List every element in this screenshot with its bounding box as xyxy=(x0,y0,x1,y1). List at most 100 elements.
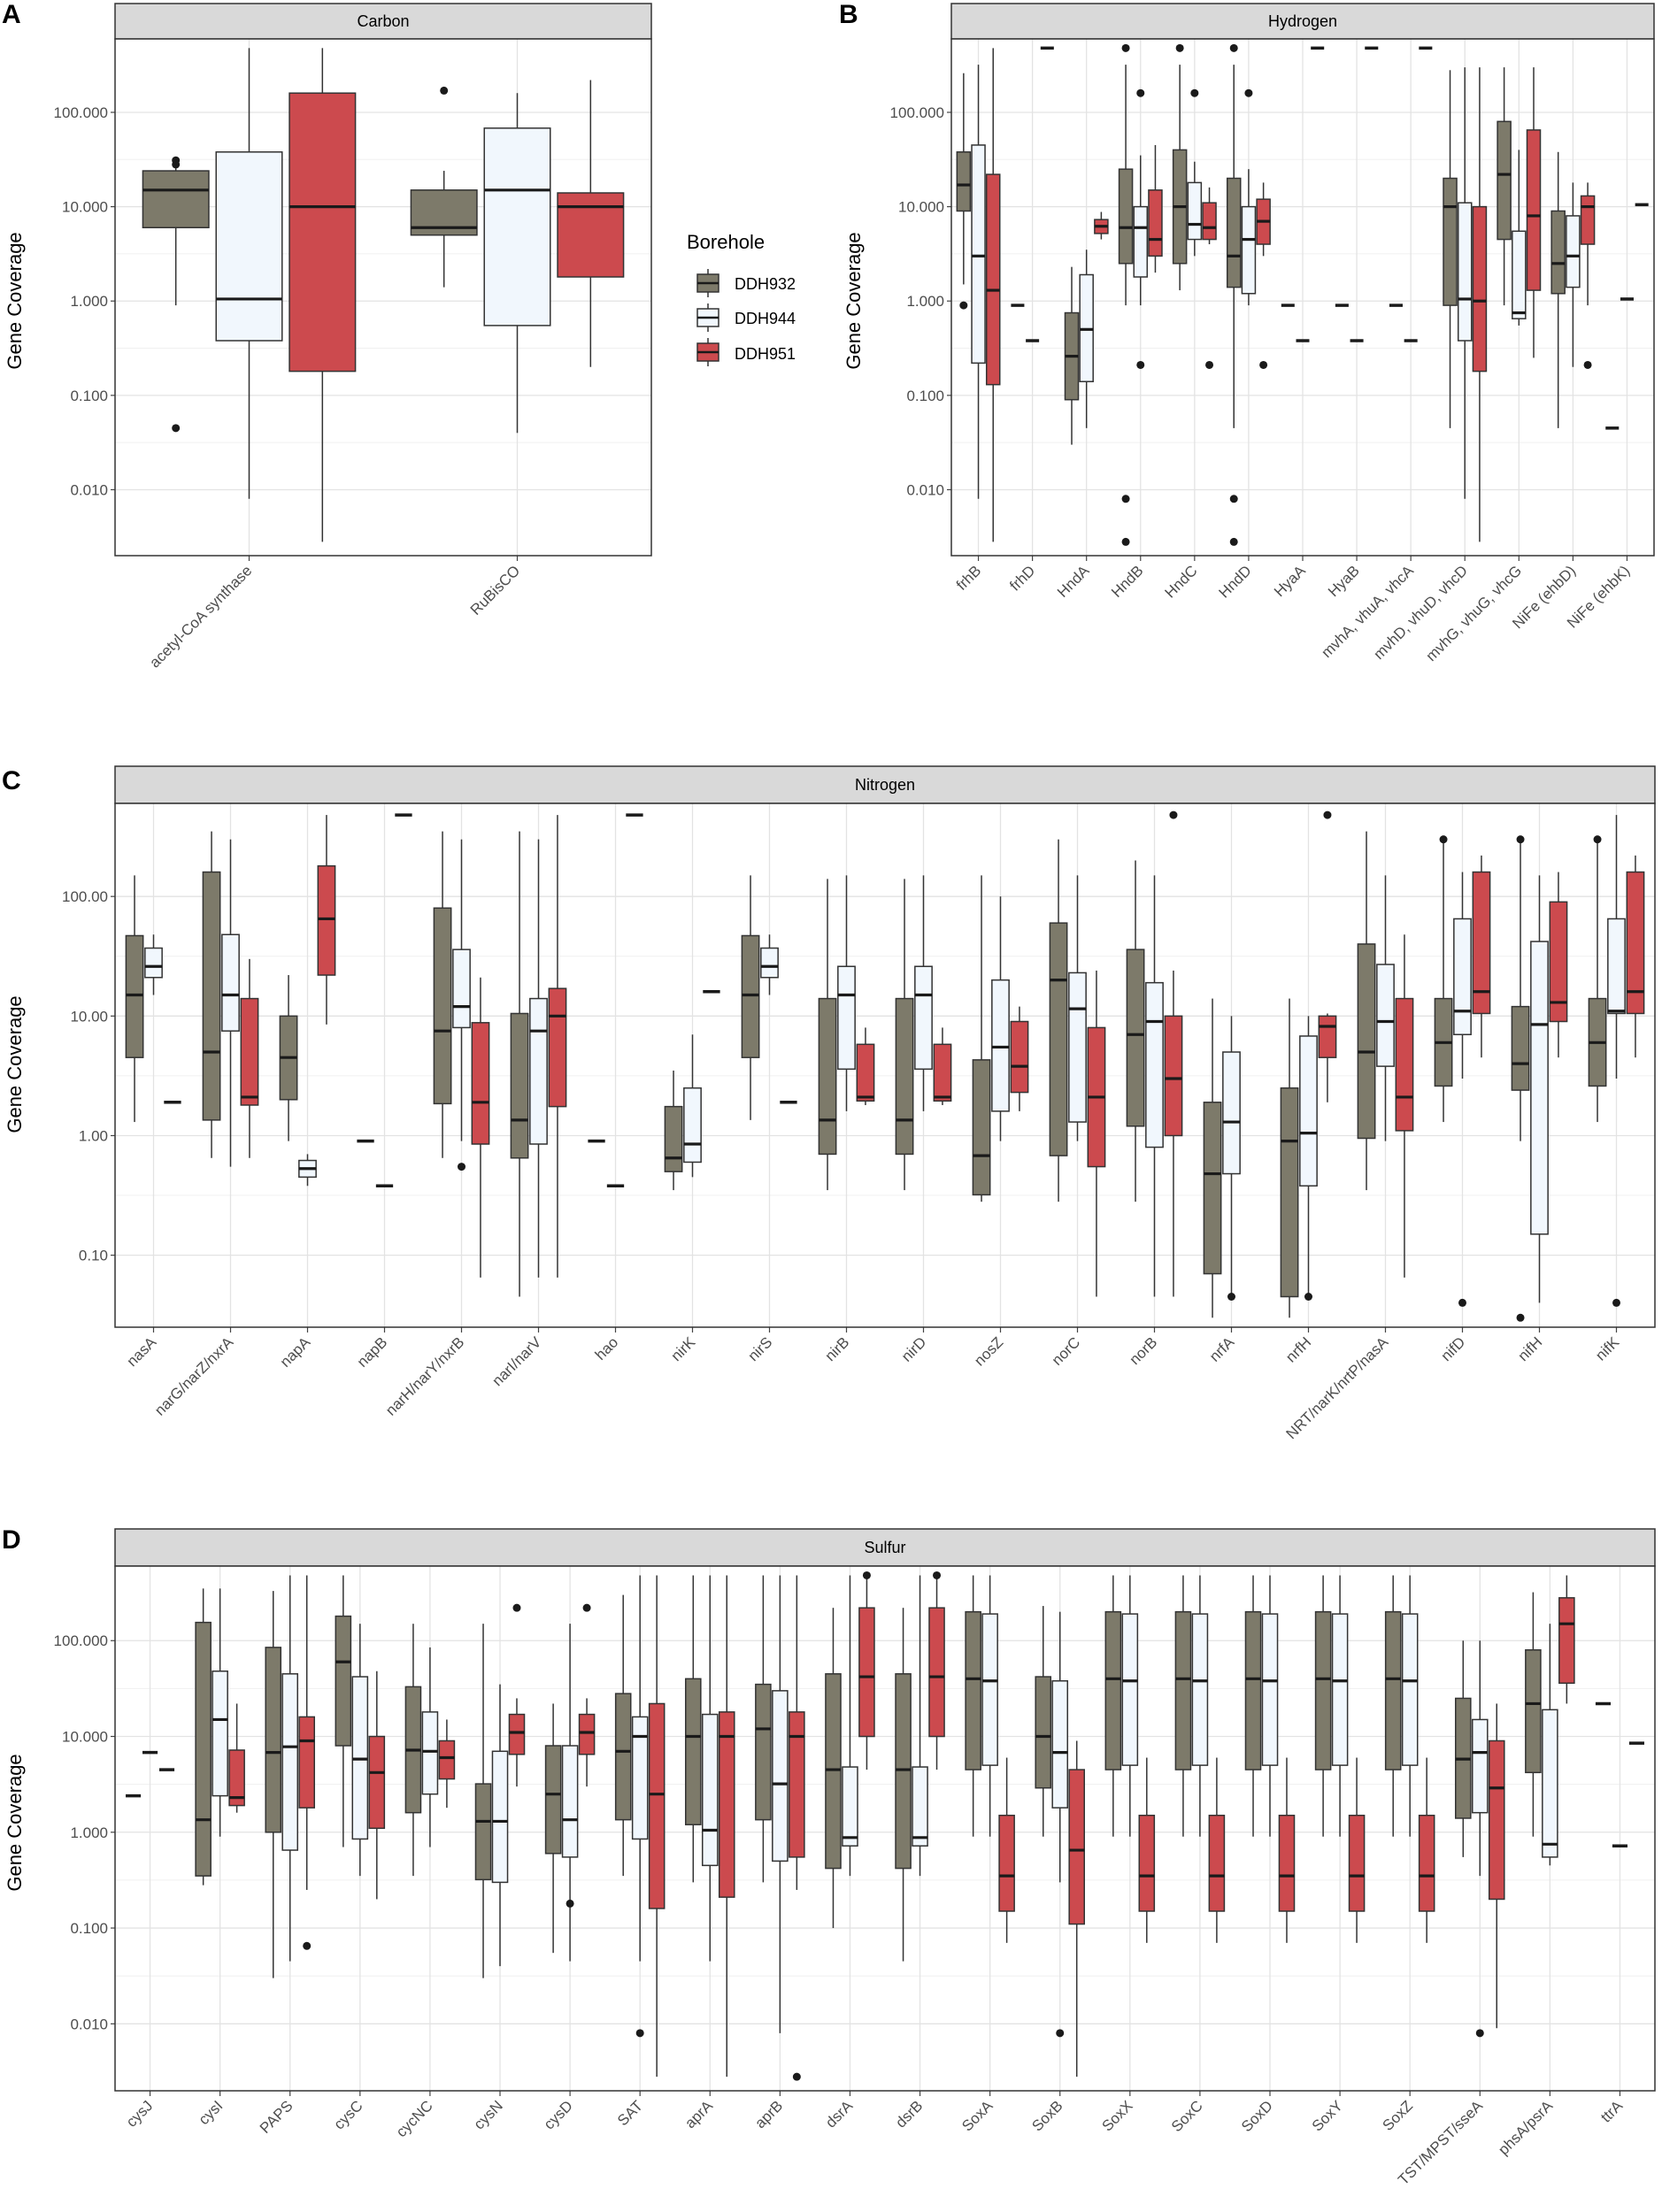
box-ddh932 xyxy=(335,1575,352,1847)
iqr-box xyxy=(1471,1718,1489,1814)
iqr-box xyxy=(741,934,760,1058)
iqr-box xyxy=(215,151,283,342)
box-ddh932 xyxy=(142,156,210,433)
box-ddh951 xyxy=(1549,872,1568,1058)
iqr-box xyxy=(529,997,548,1145)
panel-title-hydrogen: Hydrogen xyxy=(1268,12,1337,30)
y-tick-label: 100.00 xyxy=(62,888,108,905)
box-ddh944 xyxy=(1145,875,1164,1297)
iqr-box xyxy=(491,1750,509,1884)
outlier-point xyxy=(1593,835,1602,844)
box-ddh932 xyxy=(1443,70,1458,428)
category-nifk xyxy=(1588,815,1645,1307)
box-ddh944 xyxy=(221,839,240,1167)
plot-area-sulfur: 0.010 0.100 1.000 10.000 100.000 cysJ cysI PAPS… xyxy=(54,1565,1656,2188)
box-ddh932 xyxy=(1434,835,1453,1123)
y-axis-label-hydrogen: Gene Coverage xyxy=(843,232,865,369)
iqr-box xyxy=(1145,981,1164,1148)
x-tick-label-norc: norC xyxy=(1049,1333,1083,1368)
iqr-box xyxy=(928,1607,945,1738)
box-ddh951 xyxy=(1418,1757,1435,1943)
category-soxd xyxy=(1244,1575,1296,1943)
category-frhd xyxy=(1011,46,1054,342)
box-ddh932 xyxy=(279,975,298,1141)
iqr-box xyxy=(998,1814,1015,1912)
box-ddh951 xyxy=(1148,144,1163,273)
x-tick-label-dsrb: dsrB xyxy=(892,2097,926,2131)
category-mvhd-vhud-vhcd xyxy=(1443,67,1488,542)
iqr-box xyxy=(281,1673,299,1851)
box-ddh951 xyxy=(1208,1757,1226,1943)
category-hao xyxy=(588,813,643,1188)
x-tick-label-soxz: SoxZ xyxy=(1380,2097,1416,2133)
iqr-box xyxy=(561,1745,579,1858)
iqr-box xyxy=(1457,202,1473,342)
category-cysc xyxy=(335,1575,386,1900)
y-tick-label: 0.100 xyxy=(70,1920,108,1937)
iqr-box xyxy=(1280,1087,1299,1298)
x-tick-label-norb: norB xyxy=(1126,1333,1160,1368)
outlier-point xyxy=(1516,1313,1525,1322)
outlier-point xyxy=(1121,495,1130,503)
category-hyaa xyxy=(1281,46,1325,342)
panel-hydrogen: B Hydrogen Gene Coverage 0.010 0.100 1.000… xyxy=(839,0,1655,664)
iqr-box xyxy=(1542,1709,1558,1858)
y-tick-label: 1.000 xyxy=(70,293,108,310)
category-dsra xyxy=(825,1571,875,1929)
legend-entry-ddh951: DDH951 xyxy=(692,336,796,368)
panel-title-carbon: Carbon xyxy=(357,12,409,30)
x-tick-label-nirk: nirK xyxy=(668,1333,699,1364)
panel-border xyxy=(114,38,652,557)
box-ddh944 xyxy=(1512,150,1527,326)
box-ddh944 xyxy=(1079,250,1094,428)
iqr-box xyxy=(1202,202,1217,241)
iqr-box xyxy=(760,947,779,979)
outlier-point xyxy=(1175,43,1184,52)
box-ddh932 xyxy=(1497,67,1512,306)
box-ddh944 xyxy=(1222,1016,1241,1301)
outlier-point xyxy=(1136,360,1145,369)
outlier-point xyxy=(303,1941,312,1950)
box-ddh932 xyxy=(1511,835,1530,1322)
box-ddh932 xyxy=(1174,1575,1192,1837)
box-ddh951 xyxy=(928,1571,945,1770)
box-ddh932 xyxy=(1064,266,1080,445)
iqr-box xyxy=(433,907,452,1105)
x-tick-label-ttra: ttrA xyxy=(1597,2097,1627,2126)
x-tick-label-soxx: SoxX xyxy=(1098,2097,1135,2134)
iqr-box xyxy=(1550,210,1566,295)
category-rubisco xyxy=(410,80,625,434)
box-ddh944 xyxy=(215,48,283,499)
box-ddh944 xyxy=(421,1647,439,1847)
x-tick-label-narg-narz-nxra: narG/narZ/nxrA xyxy=(151,1333,237,1419)
x-tick-label-narh-nary-nxrb: narH/narY/nxrB xyxy=(382,1333,467,1418)
iqr-box xyxy=(985,173,1001,386)
category-nasa xyxy=(125,875,181,1123)
panel-border xyxy=(950,38,1655,557)
y-tick-label: 1.000 xyxy=(70,1824,108,1841)
box-ddh932 xyxy=(265,1591,282,1978)
category-nrfa xyxy=(1203,998,1241,1318)
x-tick-label-acetyl-coa-synthase: acetyl-CoA synthase xyxy=(146,562,255,671)
box-ddh951 xyxy=(1472,67,1488,542)
box-ddh951 xyxy=(1010,1006,1029,1111)
iqr-box xyxy=(228,1749,245,1807)
x-tick-label-aprb: aprB xyxy=(751,2097,786,2131)
iqr-box xyxy=(1526,129,1542,291)
outlier-point xyxy=(1458,1298,1466,1307)
iqr-box xyxy=(510,1012,529,1159)
box-ddh944 xyxy=(837,875,856,1111)
iqr-box xyxy=(895,1673,912,1870)
box-ddh932 xyxy=(755,1575,772,1883)
x-tick-label-napb: napB xyxy=(354,1333,391,1371)
iqr-box xyxy=(1299,1035,1318,1187)
iqr-box xyxy=(265,1647,282,1833)
y-axis-label-nitrogen: Gene Coverage xyxy=(4,995,26,1133)
category-napa xyxy=(279,815,336,1187)
x-tick-label-soxb: SoxB xyxy=(1028,2097,1066,2134)
x-tick-label-nari-narv: narI/narV xyxy=(489,1333,544,1389)
iqr-box xyxy=(142,170,210,229)
box-ddh951 xyxy=(1164,810,1183,1297)
outlier-point xyxy=(1229,495,1238,503)
box-ddh944 xyxy=(1191,1575,1209,1837)
